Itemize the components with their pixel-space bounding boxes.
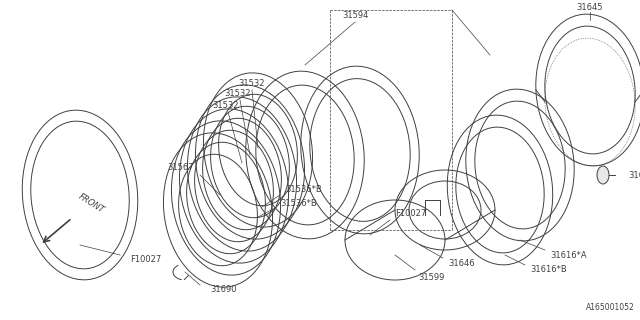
- Text: F10027: F10027: [130, 255, 161, 265]
- Text: 31690: 31690: [210, 285, 237, 294]
- Text: 31647: 31647: [628, 171, 640, 180]
- Text: A165001052: A165001052: [586, 303, 635, 312]
- Text: 31532: 31532: [212, 100, 239, 109]
- Text: 31616*A: 31616*A: [550, 251, 587, 260]
- Text: 31645: 31645: [577, 3, 604, 12]
- Text: 31536*B: 31536*B: [285, 186, 322, 195]
- Text: 31536*B: 31536*B: [280, 198, 317, 207]
- Text: 31646: 31646: [448, 259, 475, 268]
- Text: 31599: 31599: [418, 274, 444, 283]
- Text: F10027: F10027: [395, 209, 426, 218]
- Text: 31567: 31567: [168, 164, 194, 172]
- Text: 31532: 31532: [225, 89, 252, 98]
- Ellipse shape: [597, 166, 609, 184]
- Text: FRONT: FRONT: [77, 192, 106, 215]
- Text: 31532: 31532: [239, 78, 265, 87]
- Text: 31594: 31594: [342, 11, 368, 20]
- Text: 31616*B: 31616*B: [530, 266, 567, 275]
